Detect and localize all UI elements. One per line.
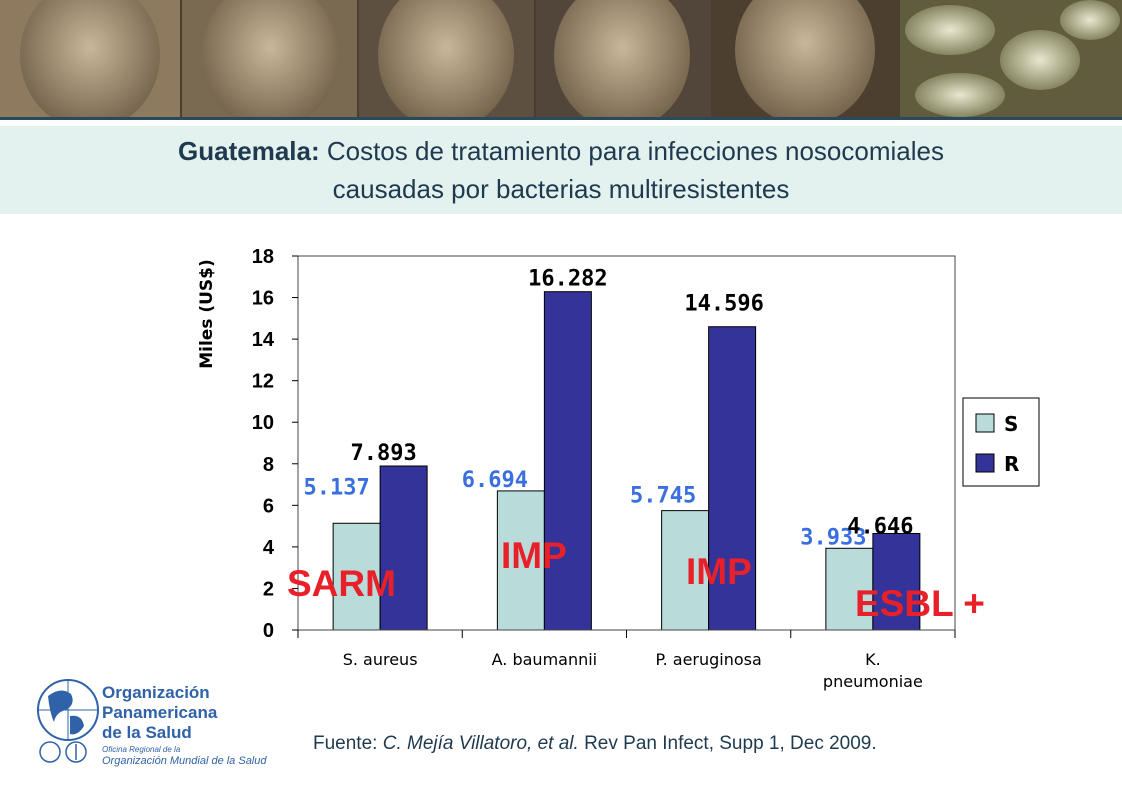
face-photo-3	[359, 0, 534, 120]
title-country: Guatemala:	[178, 136, 320, 166]
logo-line-3: de la Salud	[102, 723, 192, 742]
bar-r-4	[872, 532, 921, 631]
y-tick-label: 10	[252, 412, 274, 434]
data-label: 5.137	[304, 475, 370, 500]
x-tick-label: A. baumannii	[492, 650, 598, 669]
bar-r-3	[708, 326, 757, 631]
data-label: 3.933	[800, 525, 866, 550]
face-photo-4	[536, 0, 711, 120]
x-tick-label: P. aeruginosa	[655, 650, 761, 669]
logo-line-2: Panamericana	[102, 703, 218, 722]
logo-subline-2: Organización Mundial de la Salud	[102, 755, 267, 767]
axis-layer: 0 2 4 6 8 10 12 14 16 18 Miles (US$) S. aureus A. ba…	[197, 246, 956, 691]
virus-micrograph	[900, 0, 1122, 120]
globe-icon	[37, 679, 99, 741]
y-tick-label: 6	[263, 495, 274, 517]
y-tick-label: 14	[252, 329, 275, 351]
bar-r-1	[379, 465, 428, 631]
y-tick-label: 8	[263, 454, 274, 476]
y-tick-label: 2	[263, 578, 274, 600]
data-label: 16.282	[528, 267, 607, 292]
face-photo-5	[713, 0, 898, 120]
x-tick-label: K. pneumoniae	[823, 650, 923, 691]
y-tick-label: 18	[252, 246, 274, 268]
x-tick-label: S. aureus	[343, 650, 418, 669]
source-citation: Fuente: C. Mejía Villatoro, et al. Rev P…	[313, 733, 877, 755]
source-publication: Rev Pan Infect, Supp 1, Dec 2009.	[578, 733, 877, 754]
slide-title-line-2: causadas por bacterias multiresistentes	[332, 174, 790, 204]
resistance-annotation: IMP	[501, 535, 567, 576]
resistance-annotation: ESBL +	[855, 583, 985, 624]
y-tick-label: 12	[252, 371, 274, 393]
legend-label: R	[1004, 452, 1019, 476]
title-background	[0, 126, 1122, 214]
paho-logo: Organización Panamericana de la Salud Of…	[37, 679, 267, 767]
resistance-annotation: IMP	[686, 551, 752, 592]
header-photo-banner	[0, 0, 1122, 120]
legend: SR	[962, 397, 1040, 487]
slide-title-line-1: Guatemala: Costos de tratamiento para in…	[0, 136, 1122, 167]
face-photo-2	[182, 0, 357, 120]
source-authors: C. Mejía Villatoro, et al.	[382, 733, 579, 754]
data-label: 4.646	[847, 514, 913, 539]
y-tick-label: 4	[263, 537, 275, 559]
logo-subline-1: Oficina Regional de la	[102, 745, 181, 754]
emblem-icon	[39, 741, 87, 763]
bar-s-1	[332, 522, 381, 631]
bars-layer	[332, 291, 921, 631]
y-axis-label: Miles (US$)	[197, 259, 217, 369]
face-photo-1	[0, 0, 180, 120]
y-tick-label: 0	[263, 620, 274, 642]
data-label: 7.893	[351, 441, 417, 466]
bar-s-3	[661, 510, 710, 631]
legend-swatch	[975, 453, 995, 473]
source-prefix: Fuente:	[313, 733, 383, 754]
legend-box	[962, 397, 1040, 487]
legend-label: S	[1004, 412, 1018, 436]
bar-chart: 0 2 4 6 8 10 12 14 16 18 Miles (US$) S. aureus A. ba…	[197, 246, 1040, 691]
labels-layer: 5.137 6.694 5.745 3.933 7.893 16.282 14.596 4.6…	[304, 267, 914, 551]
y-tick-label: 16	[252, 288, 274, 310]
data-label: 6.694	[462, 468, 528, 493]
bar-r-2	[543, 291, 592, 631]
data-label: 5.745	[630, 484, 696, 509]
title-text: Costos de tratamiento para infecciones n…	[319, 136, 944, 166]
annotations-layer: SARM IMP IMP ESBL +	[287, 535, 985, 624]
logo-line-1: Organización	[102, 683, 210, 702]
bar-s-4	[825, 547, 874, 631]
resistance-annotation: SARM	[287, 563, 396, 604]
legend-swatch	[975, 413, 995, 433]
bar-s-2	[496, 490, 545, 631]
data-label: 14.596	[684, 292, 763, 317]
